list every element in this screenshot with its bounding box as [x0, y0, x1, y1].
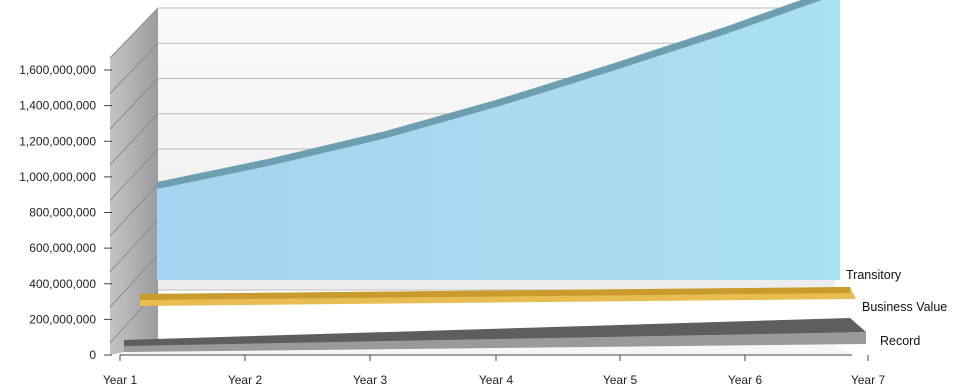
area-transitory-edge: [156, 0, 822, 189]
y-tick-label: 400,000,000: [29, 277, 96, 291]
gridline-side: [109, 7, 159, 59]
area-record: [124, 332, 866, 352]
y-tick-label: 0: [89, 348, 96, 362]
series-label: Transitory: [846, 268, 902, 282]
x-tick-label: Year 6: [728, 373, 763, 387]
gridline-side: [109, 219, 159, 273]
y-tick-label: 1,600,000,000: [19, 63, 96, 77]
x-tick-label: Year 1: [103, 373, 138, 387]
gridline-side: [109, 148, 159, 201]
gridline-side: [109, 254, 159, 308]
x-tick-label: Year 5: [603, 373, 638, 387]
axes: [104, 69, 869, 361]
labels: 0 200,000,000 400,000,000 600,000,000 800,00…: [19, 63, 947, 387]
area-business-value-edge: [140, 287, 850, 300]
y-tick-label: 1,200,000,000: [19, 134, 96, 148]
y-tick-label: 600,000,000: [29, 241, 96, 255]
area-transitory: [157, 0, 840, 280]
gridline-side: [109, 42, 159, 94]
series-label: Business Value: [862, 300, 947, 314]
y-tick-label: 800,000,000: [29, 206, 96, 220]
x-tick-label: Year 4: [479, 373, 514, 387]
y-tick-label: 200,000,000: [29, 312, 96, 326]
series-layer: [124, 0, 866, 352]
y-tick-label: 1,000,000,000: [19, 170, 96, 184]
y-tick-label: 1,400,000,000: [19, 99, 96, 113]
series-label: Record: [880, 334, 920, 348]
x-tick-label: Year 7: [851, 373, 886, 387]
x-tick-label: Year 3: [353, 373, 388, 387]
gridline-side: [109, 78, 159, 130]
gridline-side: [109, 113, 159, 166]
gridline-side: [109, 183, 159, 237]
x-tick-label: Year 2: [228, 373, 263, 387]
